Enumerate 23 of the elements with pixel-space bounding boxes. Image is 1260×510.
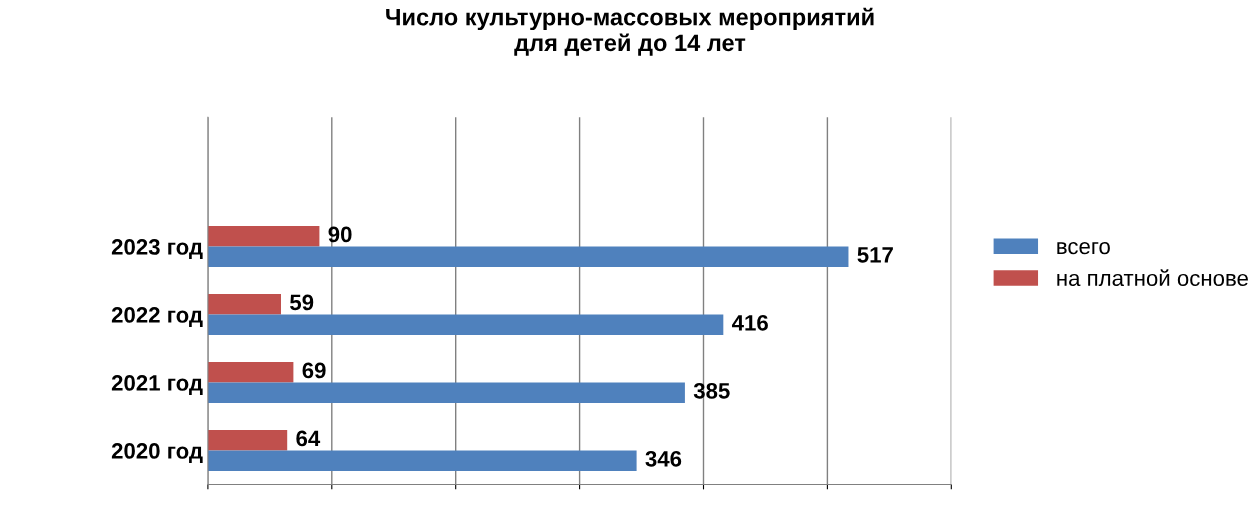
y-tick-label: 2021 год bbox=[111, 375, 203, 395]
bar bbox=[207, 382, 685, 403]
bar bbox=[207, 362, 294, 383]
data-label: 90 bbox=[328, 226, 352, 243]
bar bbox=[207, 246, 849, 267]
bar bbox=[207, 430, 288, 451]
chart-title: Число культурно-массовых мероприятий для детей до 14 лет bbox=[386, 7, 874, 56]
data-label: 517 bbox=[857, 247, 893, 263]
data-label: 416 bbox=[731, 314, 768, 331]
y-tick-label: 2022 год bbox=[111, 307, 203, 327]
bar bbox=[207, 226, 320, 247]
data-label: 64 bbox=[296, 430, 321, 447]
data-label: 59 bbox=[290, 294, 314, 311]
y-tick-label: 2020 год bbox=[111, 443, 203, 463]
legend-label: на платной основе bbox=[1057, 269, 1248, 287]
legend-label: всего bbox=[1057, 242, 1110, 255]
data-label: 346 bbox=[645, 450, 682, 467]
data-label: 69 bbox=[302, 362, 326, 379]
bar bbox=[207, 294, 281, 315]
y-tick-label: 2023 год bbox=[111, 239, 203, 259]
bar bbox=[207, 314, 724, 335]
bar bbox=[207, 450, 637, 471]
data-label: 385 bbox=[693, 382, 730, 399]
